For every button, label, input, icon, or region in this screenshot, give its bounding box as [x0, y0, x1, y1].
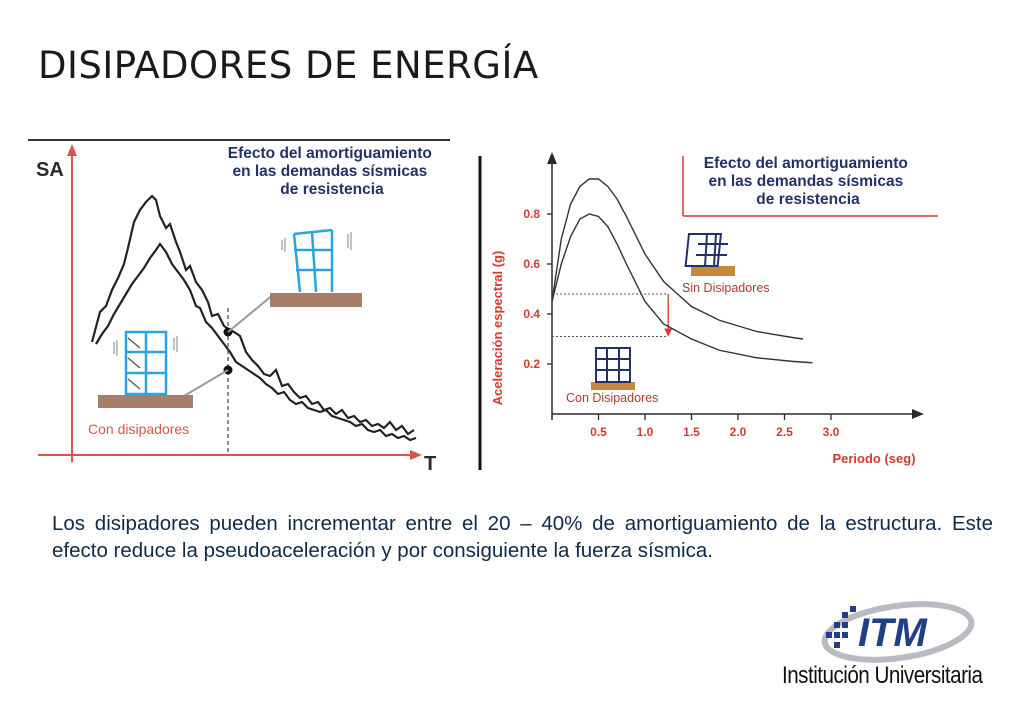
x-tick-label-4: 2.5	[776, 425, 793, 439]
chart-caption-line-1: Efecto del amortiguamiento	[704, 155, 908, 172]
leader-lower	[183, 369, 229, 397]
logo-caption: Institución Universitaria	[782, 662, 983, 689]
leader-upper	[227, 293, 275, 333]
y-tick-label-0: 0.2	[523, 357, 540, 371]
x-axis-label: T	[424, 453, 436, 475]
series-label-con: Con Disipadores	[566, 391, 658, 405]
x-tick-label-1: 1.0	[637, 425, 654, 439]
x-tick-label-5: 3.0	[823, 425, 840, 439]
itm-logo-mark: ITM	[821, 601, 975, 663]
y-tick-label-2: 0.6	[523, 257, 540, 271]
y-axis-label: SA	[36, 159, 64, 181]
left-figure: SA T Efecto del amortiguamiento en las d…	[28, 130, 453, 475]
chart-caption-line-2: en las demandas sísmicas	[708, 173, 903, 190]
label-con-disipadores: Con disipadores	[88, 421, 189, 437]
spectrum-con-disipadores	[95, 242, 417, 442]
chart-x-axis-arrow	[912, 409, 924, 419]
x-tick-label-2: 1.5	[683, 425, 700, 439]
logo-wordmark: ITM	[858, 611, 929, 655]
body-paragraph: Los disipadores pueden incrementar entre…	[52, 512, 993, 562]
series-line-1	[551, 213, 813, 364]
y-axis-arrow	[67, 144, 77, 156]
chart-y-axis-arrow	[547, 152, 557, 164]
itm-logo: ITM	[780, 596, 995, 691]
guide-lines	[552, 293, 673, 337]
series-line-0	[551, 178, 804, 340]
left-caption-line-2: en las demandas sísmicas	[232, 163, 427, 180]
chart-caption-line-3: de resistencia	[756, 191, 860, 208]
left-caption-line-1: Efecto del amortiguamiento	[228, 145, 432, 162]
x-tick-group: 0.5 1.0 1.5 2.0 2.5 3.0	[590, 414, 840, 439]
x-tick-label-0: 0.5	[590, 425, 607, 439]
left-figure-svg: SA T Efecto del amortiguamiento en las d…	[28, 139, 450, 475]
slide-title: DISIPADORES DE ENERGÍA	[38, 44, 539, 87]
spectrum-sin-disipadores	[90, 194, 415, 436]
y-tick-group: 0.2 0.4 0.6 0.8	[523, 207, 552, 371]
building-con-disipadores-icon	[98, 330, 193, 408]
reduction-arrowhead	[664, 328, 673, 337]
chart-caption: Efecto del amortiguamiento en las demand…	[704, 155, 912, 208]
x-tick-label-3: 2.0	[730, 425, 747, 439]
curve-group	[551, 178, 813, 364]
y-tick-label-3: 0.8	[523, 207, 540, 221]
y-tick-label-1: 0.4	[523, 307, 540, 321]
spectrum-chart: Efecto del amortiguamiento en las demand…	[476, 148, 956, 473]
chart-x-axis-title: Periodo (seg)	[832, 451, 915, 466]
logo-dots	[826, 606, 856, 648]
logo-swoosh	[821, 601, 975, 663]
building-con-disipadores-chart-icon	[591, 347, 635, 390]
chart-y-axis-title: Aceleración espectral (g)	[490, 251, 505, 406]
left-caption: Efecto del amortiguamiento en las demand…	[228, 145, 436, 198]
series-label-sin: Sin Disipadores	[682, 281, 770, 295]
building-sin-disipadores-chart-icon	[684, 233, 735, 276]
building-sin-disipadores-icon	[270, 228, 362, 307]
chart-svg: Efecto del amortiguamiento en las demand…	[478, 152, 938, 470]
x-axis-arrow	[410, 450, 422, 460]
left-caption-line-3: de resistencia	[280, 181, 384, 198]
